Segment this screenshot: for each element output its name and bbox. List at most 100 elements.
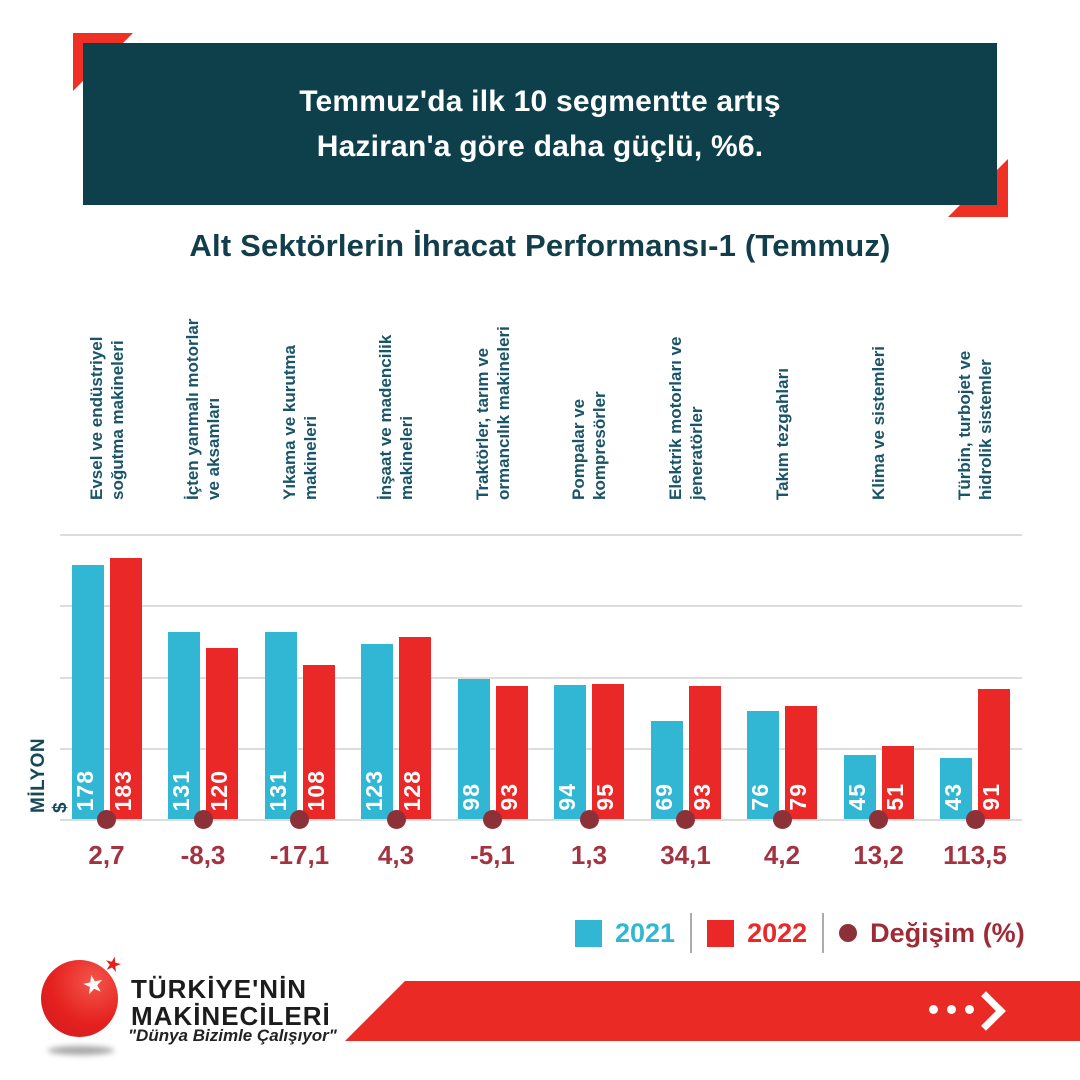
bar-2021: 123 [361,644,393,819]
change-value: 4,3 [377,840,415,870]
bar-value-label: 45 [843,783,870,811]
ellipsis-dot-icon [929,1005,938,1014]
logo-shadow [48,1046,114,1055]
change-dot-icon [869,810,888,829]
bar-value-label: 95 [592,783,618,811]
bar-value-label: 43 [940,783,966,811]
change-dot-icon [772,810,792,829]
bar-value-label: 93 [495,783,522,811]
gridline [60,819,1022,821]
legend-swatch-2021 [575,919,602,947]
bar-2022: 93 [495,686,528,819]
change-dot-icon [579,810,599,829]
bar-value-label: 131 [168,769,194,811]
chart-title: Alt Sektörlerin İhracat Performansı-1 (T… [189,228,891,263]
legend-item-2022: 2022 [707,918,807,949]
bar-value-label: 131 [264,769,291,811]
bar-2022: 108 [302,665,335,819]
bar-value-label: 69 [650,783,677,811]
bar-2021: 131 [264,632,297,819]
gridline [60,677,1022,679]
change-dot-icon [386,810,406,829]
category-label: İnşaat ve madencilik makineleri [376,334,416,500]
bar-2021: 43 [940,758,972,819]
change-value: -8,3 [180,840,226,870]
brand-slogan: "Dünya Bizimle Çalışıyor" [128,1026,337,1045]
bar-value-label: 51 [881,783,908,811]
legend-separator [690,913,693,953]
white-star-icon: ★ [79,967,108,1002]
bar-value-label: 178 [71,769,98,811]
category-label: Yıkama ve kurutma makineleri [279,345,320,500]
brand-name-line-1: TÜRKİYE'NİN [131,974,308,1004]
bar-2021: 98 [457,679,490,819]
category-label: Evsel ve endüstriyel soğutma makineleri [86,336,127,500]
legend-label-2021: 2021 [615,917,676,948]
y-axis-label: MİLYON $ [28,737,71,813]
bar-value-label: 98 [457,783,484,811]
change-value: 1,3 [570,840,608,870]
category-label: İçten yanmalı motorlar ve aksamları [183,318,223,500]
legend-label-change: Değişim (%) [870,917,1025,948]
bar-value-label: 94 [554,783,580,811]
legend-label-2022: 2022 [747,917,808,948]
bar-2021: 45 [843,755,876,819]
change-value: 113,5 [943,840,1007,870]
gridline [60,534,1022,536]
bar-2021: 76 [747,711,779,819]
ellipsis-dot-icon [947,1005,956,1014]
category-label: Pompalar ve kompresörler [569,391,609,500]
footer-ribbon [345,981,1080,1041]
legend-swatch-2022 [707,919,735,947]
gridline [60,748,1022,750]
bar-2021: 178 [71,565,104,819]
change-value: 34,1 [660,840,711,870]
brand-logo-circle [41,960,118,1037]
bar-2022: 51 [881,746,914,819]
chart-legend: 2021 2022 Değişim (%) [575,912,1025,954]
bar-2022: 128 [399,637,431,819]
legend-item-2021: 2021 [575,918,675,949]
change-dot-icon [193,810,213,829]
bar-2022: 91 [978,689,1010,819]
change-dot-icon [965,810,985,829]
banner-line-2: Haziran'a göre daha güçlü, %6. [316,130,764,163]
category-label: Takım tezgahları [772,368,792,500]
change-value: 2,7 [88,840,125,870]
gridline [60,605,1022,607]
change-dot-icon [483,810,502,829]
category-label: Türbin, turbojet ve hidrolik sistemler [955,350,995,500]
category-label: Traktörler, tarım ve ormancılık makinele… [472,326,513,500]
legend-change-dot-icon [839,924,858,942]
bar-2022: 183 [109,558,142,819]
bar-value-label: 128 [399,769,425,811]
header-banner: Temmuz'da ilk 10 segmentte artış Haziran… [83,43,997,205]
bar-value-label: 91 [978,783,1004,811]
bar-value-label: 183 [109,769,136,811]
bar-2022: 93 [688,686,721,819]
bar-value-label: 76 [747,783,773,811]
category-label: Klima ve sistemleri [869,345,888,500]
ellipsis-dot-icon [965,1005,974,1014]
bar-2022: 79 [785,706,817,819]
legend-separator [822,913,825,953]
change-value: 4,2 [763,840,801,870]
change-dot-icon [290,810,309,829]
change-dot-icon [97,810,116,829]
bar-2021: 131 [168,632,200,819]
change-value: -5,1 [470,840,515,870]
change-dot-icon [676,810,695,829]
bar-value-label: 120 [206,769,232,811]
change-value: -17,1 [269,840,330,870]
bar-2021: 94 [554,685,586,819]
bar-2022: 120 [206,648,238,819]
category-label: Elektrik motorları ve jeneratörler [665,336,706,500]
banner-line-1: Temmuz'da ilk 10 segmentte artış [299,85,781,118]
change-value: 13,2 [853,840,904,870]
bar-2021: 69 [650,721,683,819]
bar-value-label: 79 [785,783,811,811]
bar-value-label: 93 [688,783,715,811]
bar-value-label: 108 [302,769,329,811]
